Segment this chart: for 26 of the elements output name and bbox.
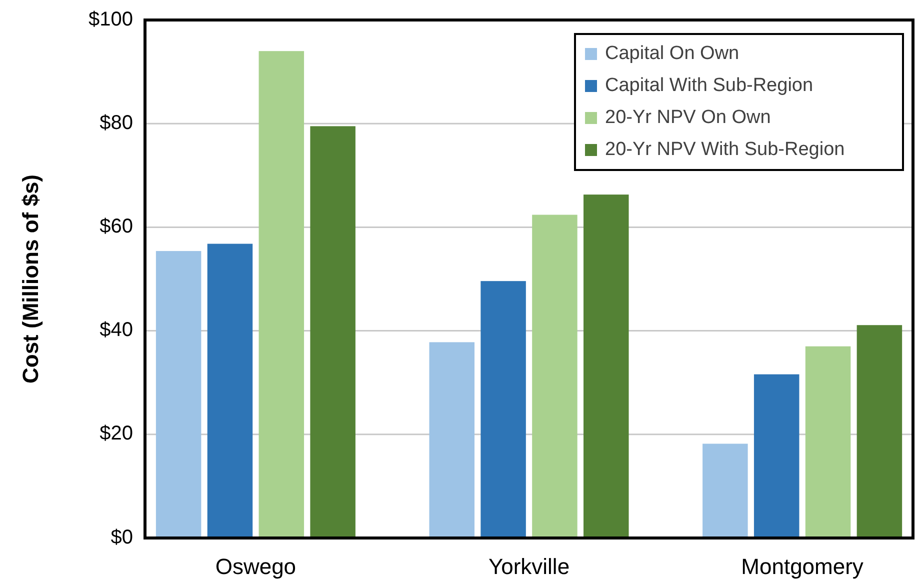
- bar: [754, 374, 800, 538]
- y-tick-label: $0: [110, 526, 133, 548]
- y-tick-label: $80: [100, 112, 133, 134]
- bar: [532, 214, 578, 538]
- bar: [856, 325, 902, 538]
- y-tick-label: $100: [88, 8, 133, 30]
- bar: [207, 244, 253, 538]
- bar: [258, 51, 304, 538]
- legend-label: Capital With Sub-Region: [605, 75, 814, 96]
- x-tick-label: Montgomery: [741, 554, 864, 579]
- x-tick-label: Oswego: [215, 554, 296, 579]
- x-tick-label: Yorkville: [488, 554, 570, 579]
- bar: [805, 346, 851, 538]
- bar: [584, 194, 629, 538]
- y-axis-title: Cost (Millions of $s): [18, 174, 43, 384]
- bar: [702, 444, 748, 538]
- legend-label: 20-Yr NPV With Sub-Region: [605, 139, 845, 160]
- y-tick-label: $20: [100, 422, 133, 445]
- legend-label: 20-Yr NPV On Own: [605, 107, 771, 128]
- bar: [310, 126, 356, 538]
- y-tick-label: $60: [100, 215, 133, 238]
- y-tick-label: $40: [100, 319, 133, 342]
- bar: [480, 281, 526, 538]
- bar: [429, 342, 474, 538]
- bar: [156, 251, 202, 538]
- legend-label: Capital On Own: [605, 43, 740, 64]
